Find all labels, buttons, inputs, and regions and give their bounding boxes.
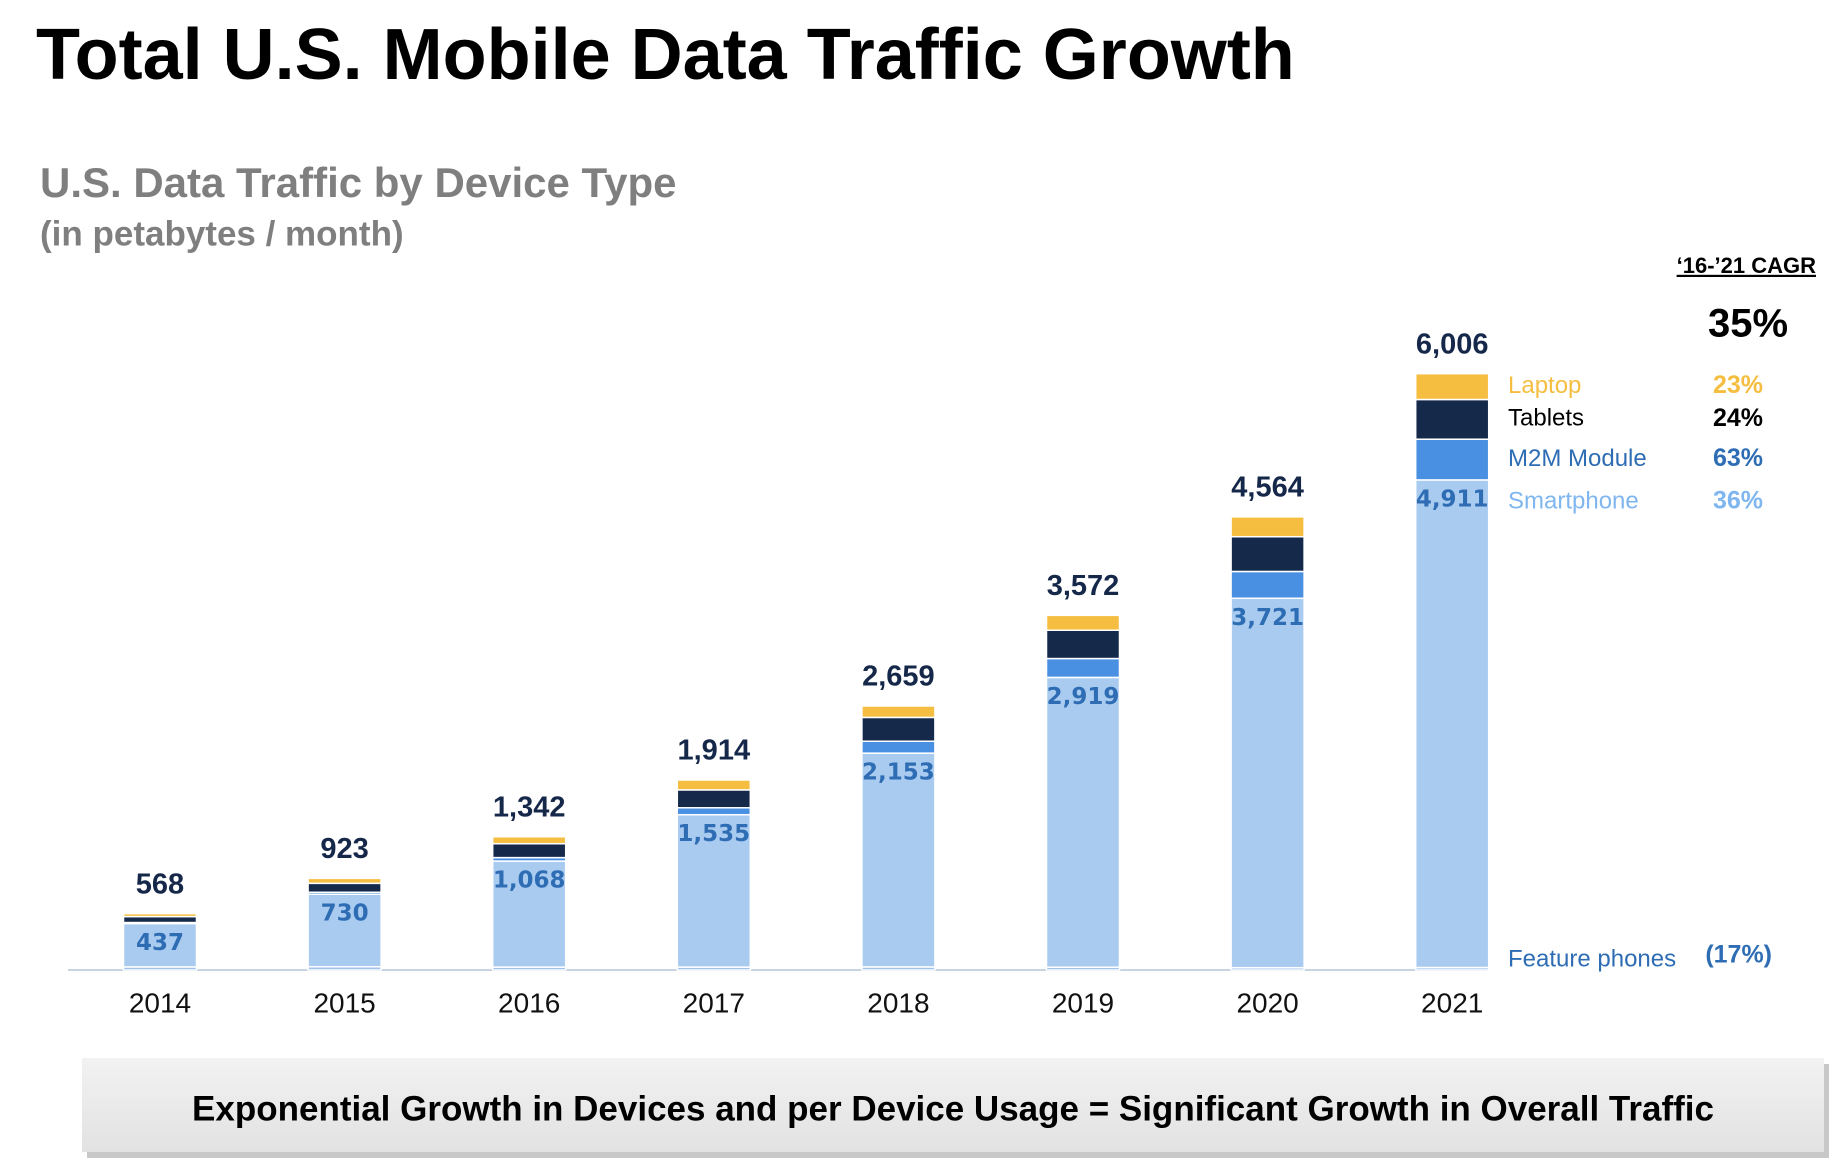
bar-value-label: 730 — [321, 901, 369, 927]
total-label: 2,659 — [862, 661, 935, 693]
bar-segment — [676, 779, 752, 791]
bar-segment — [861, 716, 936, 742]
bar-segment — [676, 789, 752, 809]
bar-segment — [491, 860, 567, 968]
title: Total U.S. Mobile Data Traffic Growth — [36, 15, 1295, 95]
footer-text: Exponential Growth in Devices and per De… — [192, 1089, 1714, 1128]
bar-segment — [491, 836, 567, 845]
bar-segment — [861, 740, 936, 754]
bar-segment — [1045, 629, 1121, 660]
total-label: 1,342 — [493, 791, 566, 823]
total-label: 923 — [320, 833, 368, 865]
total-label: 4,564 — [1231, 472, 1304, 504]
x-tick-label: 2017 — [683, 987, 745, 1018]
bar-segment — [676, 807, 752, 816]
unit-label: (in petabytes / month) — [40, 214, 404, 253]
total-label: 1,914 — [678, 735, 751, 767]
legend-cagr: 23% — [1713, 371, 1763, 399]
bar-segment — [1230, 570, 1305, 600]
bar-segment — [122, 915, 198, 924]
bar-value-label: 3,721 — [1231, 605, 1304, 631]
cagr-header: ‘16-’21 CAGR — [1677, 253, 1816, 278]
bar-segment — [1045, 614, 1121, 631]
bar-segment — [1045, 657, 1121, 679]
bar-segment — [1230, 535, 1305, 573]
bar-value-label: 2,919 — [1047, 684, 1120, 710]
bar-segment — [1230, 516, 1305, 538]
bar-segment — [307, 877, 382, 885]
bar-segment — [307, 882, 382, 894]
legend-label: Tablets — [1508, 405, 1584, 432]
x-tick-label: 2018 — [867, 987, 929, 1018]
total-label: 3,572 — [1047, 570, 1120, 602]
x-tick-label: 2019 — [1052, 987, 1114, 1018]
footer-box — [82, 1058, 1824, 1152]
bar-value-label: 1,068 — [493, 868, 566, 894]
bar-value-label: 437 — [136, 930, 184, 956]
legend-label: Smartphone — [1508, 487, 1639, 514]
legend-label: M2M Module — [1508, 445, 1647, 472]
bar-segment — [1414, 479, 1490, 969]
x-tick-label: 2021 — [1421, 987, 1483, 1018]
total-label: 568 — [136, 868, 184, 900]
legend-label: Laptop — [1508, 372, 1581, 399]
bar-segment — [122, 912, 198, 918]
x-tick-label: 2015 — [313, 987, 375, 1018]
bar-segment — [861, 752, 936, 968]
bar-value-label: 2,153 — [862, 760, 935, 786]
total-label: 6,006 — [1416, 328, 1489, 360]
bar-segment — [1045, 676, 1121, 968]
x-tick-label: 2016 — [498, 987, 560, 1018]
subtitle: U.S. Data Traffic by Device Type — [40, 159, 676, 206]
bar-segment — [676, 813, 752, 968]
bar-segment — [861, 705, 936, 719]
legend-cagr: 24% — [1713, 404, 1763, 432]
x-tick-label: 2014 — [129, 987, 191, 1018]
x-tick-label: 2020 — [1236, 987, 1298, 1018]
bar-segment — [1414, 372, 1490, 401]
bar-value-label: 4,911 — [1416, 486, 1489, 512]
bar-segment — [1230, 597, 1305, 969]
legend-label: Feature phones — [1508, 945, 1676, 972]
legend-cagr: 63% — [1713, 444, 1763, 472]
total-cagr: 35% — [1708, 302, 1788, 346]
bar-segment — [491, 842, 567, 859]
bar-value-label: 1,535 — [677, 821, 750, 847]
legend-cagr: 36% — [1713, 487, 1763, 515]
bar-segment — [1414, 438, 1490, 481]
bar-segment — [1414, 398, 1490, 440]
legend-cagr: (17%) — [1705, 941, 1772, 969]
